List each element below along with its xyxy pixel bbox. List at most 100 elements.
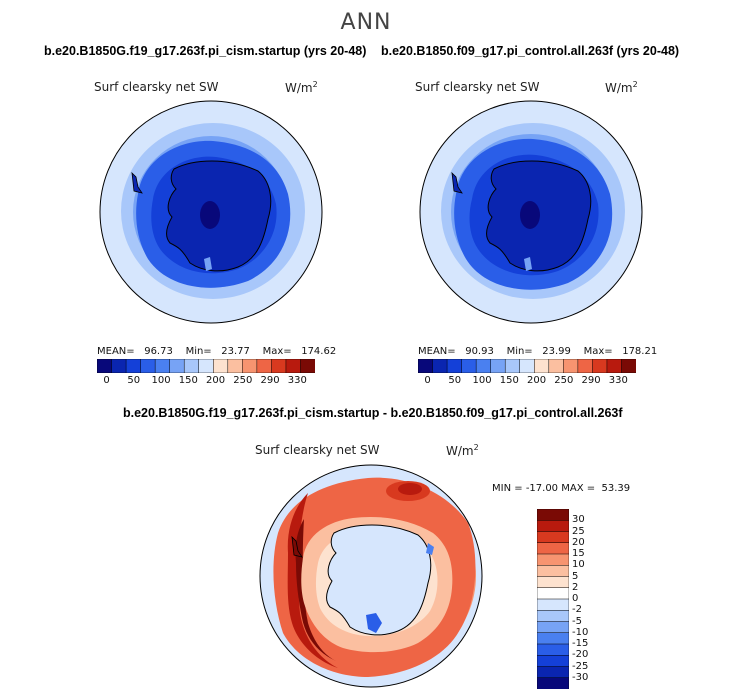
min-label: Min=	[506, 346, 533, 357]
colorbar-swatch	[537, 576, 569, 589]
colorbar-swatch	[285, 359, 302, 373]
left-colorbar	[97, 359, 315, 373]
right-colorbar	[418, 359, 636, 373]
colorbar-swatch	[519, 359, 536, 373]
colorbar-swatch	[621, 359, 636, 373]
min-value: 23.99	[542, 346, 571, 357]
colorbar-swatch	[256, 359, 273, 373]
colorbar-swatch	[213, 359, 229, 373]
colorbar-tick-label: -25	[572, 660, 589, 672]
mean-label: MEAN=	[97, 346, 135, 357]
mean-value: 96.73	[144, 346, 173, 357]
colorbar-swatch	[154, 359, 171, 373]
colorbar-tick-label: 0	[572, 593, 579, 604]
colorbar-swatch	[537, 520, 569, 533]
colorbar-tick-label: 290	[581, 375, 601, 386]
min-value: -17.00	[525, 483, 559, 494]
colorbar-swatch	[271, 359, 287, 373]
colorbar-swatch	[537, 531, 569, 544]
colorbar-swatch	[227, 359, 244, 373]
right-polar-map	[419, 100, 643, 324]
colorbar-swatch	[537, 598, 569, 611]
colorbar-swatch	[537, 542, 569, 555]
units-text: W/m	[446, 444, 474, 458]
colorbar-swatch	[537, 621, 569, 634]
units-text: W/m	[605, 81, 633, 95]
colorbar-tick-label: 250	[233, 375, 253, 386]
colorbar-swatch	[537, 565, 569, 578]
colorbar-swatch	[534, 359, 550, 373]
colorbar-tick-label: 30	[572, 514, 585, 526]
panel-left-variable-label: Surf clearsky net SW	[94, 80, 219, 94]
max-label: MAX =	[561, 483, 596, 494]
colorbar-swatch	[537, 587, 569, 600]
colorbar-tick-label: 150	[499, 375, 519, 386]
colorbar-tick-label: 200	[205, 375, 226, 386]
colorbar-swatch	[490, 359, 506, 373]
colorbar-tick-label: -20	[572, 649, 589, 661]
colorbar-swatch	[537, 677, 569, 689]
panel-left-units-label: W/m2	[285, 80, 318, 95]
colorbar-tick-label: 200	[526, 375, 547, 386]
units-text: W/m	[285, 81, 313, 95]
mean-label: MEAN=	[418, 346, 456, 357]
colorbar-swatch	[461, 359, 477, 373]
colorbar-tick-label: -2	[572, 604, 582, 616]
colorbar-tick-label: 15	[572, 548, 585, 559]
colorbar-swatch	[548, 359, 565, 373]
max-label: Max=	[583, 346, 613, 357]
panel-right-case-title: b.e20.B1850.f09_g17.pi_control.all.263f …	[381, 44, 680, 58]
colorbar-swatch	[111, 359, 127, 373]
colorbar-swatch	[198, 359, 215, 373]
page-title: ANN	[340, 10, 392, 35]
colorbar-swatch	[475, 359, 492, 373]
colorbar-swatch	[563, 359, 579, 373]
colorbar-tick-label: -15	[572, 638, 589, 649]
colorbar-swatch	[446, 359, 463, 373]
difference-colorbar	[537, 509, 569, 689]
colorbar-swatch	[606, 359, 623, 373]
colorbar-tick-label: 100	[151, 375, 171, 386]
max-label: Max=	[262, 346, 292, 357]
colorbar-swatch	[125, 359, 142, 373]
units-superscript: 2	[312, 80, 318, 89]
min-value: 23.77	[221, 346, 250, 357]
colorbar-tick-label: -30	[572, 671, 589, 683]
min-label: MIN =	[492, 483, 523, 494]
diff-min-max: MIN = -17.00 MAX = 53.39	[492, 483, 630, 494]
left-polar-map	[99, 100, 323, 324]
colorbar-swatch	[169, 359, 185, 373]
units-superscript: 2	[632, 80, 638, 89]
colorbar-swatch	[504, 359, 521, 373]
colorbar-tick-label: 290	[260, 375, 280, 386]
colorbar-swatch	[537, 666, 569, 679]
diff-units-label: W/m2	[446, 443, 479, 458]
colorbar-swatch	[537, 509, 569, 521]
diff-variable-label: Surf clearsky net SW	[255, 443, 380, 457]
max-value: 174.62	[301, 346, 337, 357]
colorbar-tick-label: 5	[572, 570, 579, 582]
mean-value: 90.93	[465, 346, 494, 357]
colorbar-swatch	[537, 655, 569, 668]
colorbar-tick-label: -5	[572, 615, 582, 627]
colorbar-tick-label: 0	[424, 375, 431, 386]
colorbar-swatch	[183, 359, 200, 373]
difference-colorbar-labels: 30 25 20 15 10 5 2 0 -2 -5 -10 -15 -20 -25 -30	[572, 509, 612, 689]
colorbar-swatch	[97, 359, 113, 373]
colorbar-swatch	[242, 359, 258, 373]
colorbar-tick-label: 0	[103, 375, 110, 386]
colorbar-swatch	[432, 359, 448, 373]
difference-title: b.e20.B1850G.f19_g17.263f.pi_cism.startu…	[123, 406, 623, 420]
panel-right-variable-label: Surf clearsky net SW	[415, 80, 540, 94]
left-colorbar-labels: 0 50 100 150 200 250 290 330	[97, 375, 315, 389]
colorbar-swatch	[418, 359, 434, 373]
panel-left-stats: MEAN= 96.73 Min= 23.77 Max= 174.62	[97, 346, 336, 357]
colorbar-tick-label: 150	[178, 375, 198, 386]
colorbar-tick-label: 100	[472, 375, 492, 386]
max-value: 53.39	[601, 483, 631, 494]
colorbar-tick-label: 330	[608, 375, 628, 386]
panel-right-units-label: W/m2	[605, 80, 638, 95]
colorbar-tick-label: 2	[572, 581, 579, 593]
panel-left-case-title: b.e20.B1850G.f19_g17.263f.pi_cism.startu…	[44, 44, 367, 58]
colorbar-tick-label: 25	[572, 525, 585, 537]
